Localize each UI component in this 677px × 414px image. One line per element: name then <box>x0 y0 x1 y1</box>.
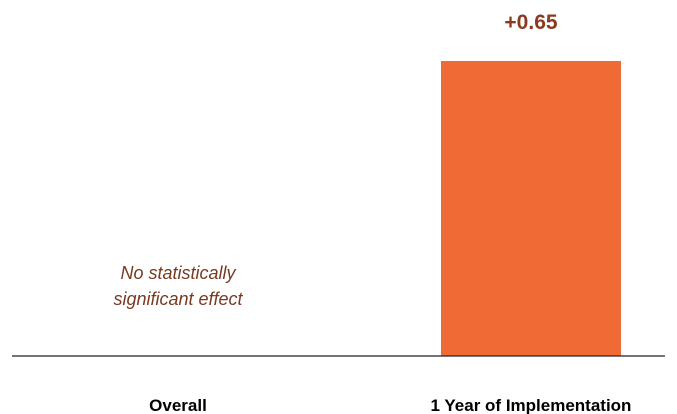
annotation-line: significant effect <box>113 289 243 309</box>
category-label-overall: Overall <box>149 396 207 414</box>
value-label-1-year-of-implementation: +0.65 <box>504 11 557 34</box>
annotation-no-effect: No statistically significant effect <box>113 263 243 309</box>
bar-1-year-of-implementation <box>441 61 621 356</box>
chart-marks <box>441 61 621 356</box>
chart-labels: Overall +0.65 1 Year of Implementation No s… <box>113 11 631 414</box>
category-label-1-year-of-implementation: 1 Year of Implementation <box>431 396 632 414</box>
annotation-line: No statistically <box>120 263 236 283</box>
